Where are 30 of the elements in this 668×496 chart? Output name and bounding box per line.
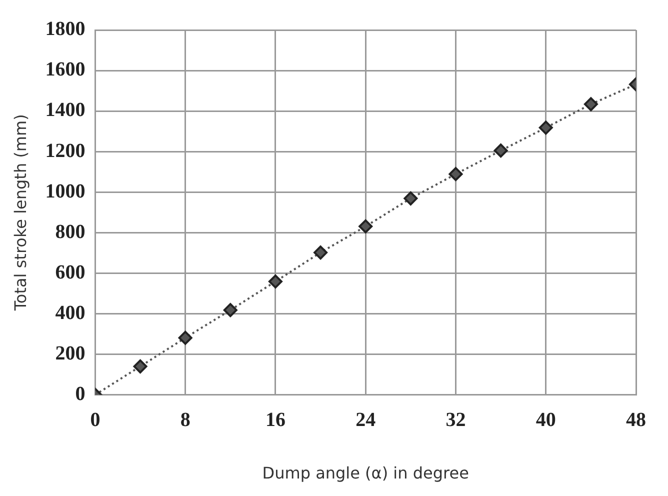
y-tick-label: 1800	[45, 18, 86, 40]
point	[538, 120, 553, 135]
x-tick-label: 16	[265, 408, 286, 431]
x-tick-label: 0	[90, 408, 100, 431]
point	[404, 191, 418, 206]
point	[584, 97, 598, 112]
y-tick-label: 400	[55, 302, 86, 324]
point	[133, 359, 148, 374]
point	[358, 219, 373, 234]
y-tick-label: 0	[75, 382, 86, 405]
point	[223, 303, 238, 318]
x-tick-label: 48	[626, 408, 646, 431]
y-tick-label: 200	[55, 342, 86, 364]
y-tick-label: 600	[55, 261, 86, 284]
y-tick-label: 1400	[45, 99, 86, 122]
point	[314, 246, 328, 260]
y-axis-title: Total stroke length (mm)	[10, 114, 30, 312]
y-tick-label: 1600	[45, 58, 86, 81]
y-tick-label: 1200	[45, 140, 86, 162]
point	[268, 274, 282, 289]
x-tick-label: 40	[536, 408, 556, 431]
point	[448, 167, 463, 182]
point	[178, 330, 192, 345]
x-tick-label: 8	[180, 408, 190, 431]
y-tick-label: 1000	[45, 180, 86, 202]
x-axis-title: Dump angle (α) in degree	[262, 464, 469, 483]
x-tick-label: 24	[356, 408, 376, 431]
x-tick-label: 32	[446, 408, 466, 431]
point	[494, 144, 508, 158]
y-tick-label: 800	[55, 220, 86, 243]
